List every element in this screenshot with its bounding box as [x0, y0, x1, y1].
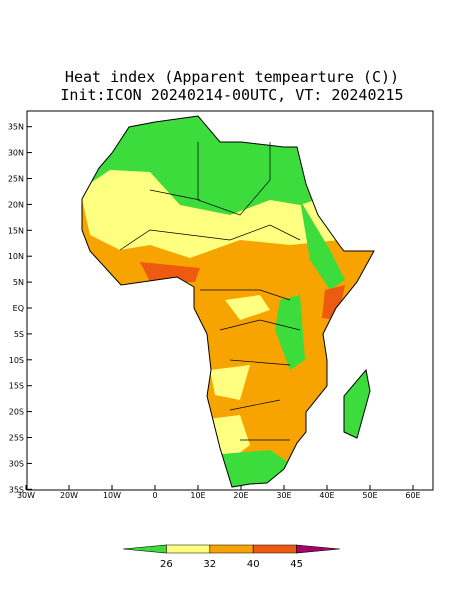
lat-tick-label: 5S: [14, 330, 24, 339]
colorbar-segment: [209, 544, 254, 554]
colorbar-label: 26: [160, 559, 173, 570]
colorbar-segment: [296, 544, 341, 554]
lat-tick-label: 10N: [8, 252, 24, 261]
lon-tick-label: 20W: [60, 491, 78, 500]
colorbar-segment: [166, 544, 211, 554]
lon-tick-label: 0: [152, 491, 157, 500]
colorbar-segment: [122, 544, 167, 554]
lat-tick-label: EQ: [13, 304, 24, 313]
lat-tick-label: 20N: [8, 200, 24, 209]
lon-tick-label: 10E: [190, 491, 205, 500]
coastline: [81, 115, 375, 488]
colorbar-label: 45: [290, 559, 303, 570]
title-line: Init:ICON 20240214-00UTC, VT: 20240215: [60, 86, 403, 104]
borders: [119, 142, 301, 441]
colorbar-label: 32: [203, 559, 216, 570]
colorbar-segment: [252, 544, 297, 554]
lon-tick-label: 10W: [103, 491, 121, 500]
lat-tick-label: 30S: [9, 459, 24, 468]
lat-tick-label: 10S: [9, 356, 24, 365]
lat-tick-label: 15N: [8, 226, 24, 235]
lon-tick-label: 30E: [276, 491, 291, 500]
lon-tick-label: 30W: [17, 491, 35, 500]
lat-tick-label: 25S: [9, 434, 24, 443]
colorbar-label: 40: [247, 559, 260, 570]
lon-tick-label: 60E: [405, 491, 420, 500]
title-line: Heat index (Apparent tempearture (C)): [65, 68, 399, 86]
lat-tick-label: 30N: [8, 149, 24, 158]
lat-tick-label: 25N: [8, 175, 24, 184]
lat-tick-label: 15S: [9, 382, 24, 391]
lat-tick-label: 35S: [9, 485, 24, 494]
colorbar: 26 32 40 45: [122, 544, 341, 570]
lat-tick-label: 20S: [9, 408, 24, 417]
lon-tick-label: 20E: [233, 491, 248, 500]
lat-tick-label: 5N: [13, 278, 24, 287]
lon-tick-label: 50E: [362, 491, 377, 500]
lon-tick-label: 40E: [319, 491, 334, 500]
lat-tick-label: 35N: [8, 123, 24, 132]
